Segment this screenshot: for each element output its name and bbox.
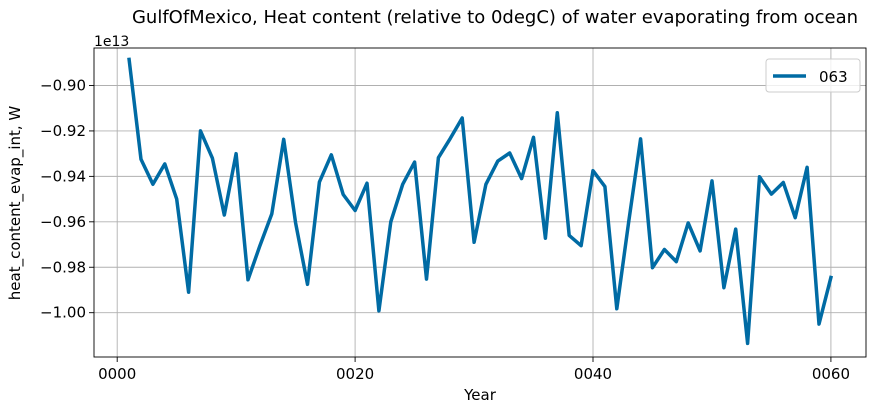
- x-axis-ticks: 0000 0020 0040 0060: [98, 357, 850, 383]
- legend: 063: [765, 58, 861, 93]
- series-line-063: [127, 57, 834, 346]
- plot-area-frame: [93, 47, 867, 358]
- x-tick-label: 0000: [98, 365, 136, 383]
- x-axis-label: Year: [463, 386, 497, 404]
- y-tick-label: −0.98: [40, 258, 86, 276]
- x-tick-label: 0060: [812, 365, 850, 383]
- x-tick-label: 0020: [336, 365, 374, 383]
- legend-box: [765, 58, 861, 93]
- chart-title: GulfOfMexico, Heat content (relative to …: [132, 7, 858, 28]
- y-axis-ticks: −1.00 −0.98 −0.96 −0.94 −0.92 −0.90: [40, 76, 94, 322]
- y-tick-label: −1.00: [40, 304, 86, 322]
- legend-label-063: 063: [819, 68, 848, 86]
- y-axis-label: heat_content_evap_int, W: [6, 106, 25, 301]
- y-tick-label: −0.94: [40, 167, 86, 185]
- y-tick-label: −0.90: [40, 76, 86, 94]
- series-layer: [127, 57, 834, 346]
- x-tick-label: 0040: [574, 365, 612, 383]
- y-tick-label: −0.92: [40, 122, 86, 140]
- y-offset-label: 1e13: [94, 34, 129, 50]
- y-tick-label: −0.96: [40, 213, 86, 231]
